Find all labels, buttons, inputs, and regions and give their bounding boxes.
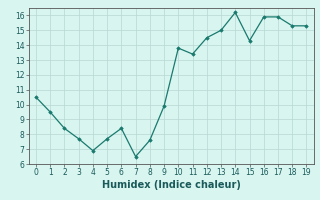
X-axis label: Humidex (Indice chaleur): Humidex (Indice chaleur) [102, 180, 241, 190]
